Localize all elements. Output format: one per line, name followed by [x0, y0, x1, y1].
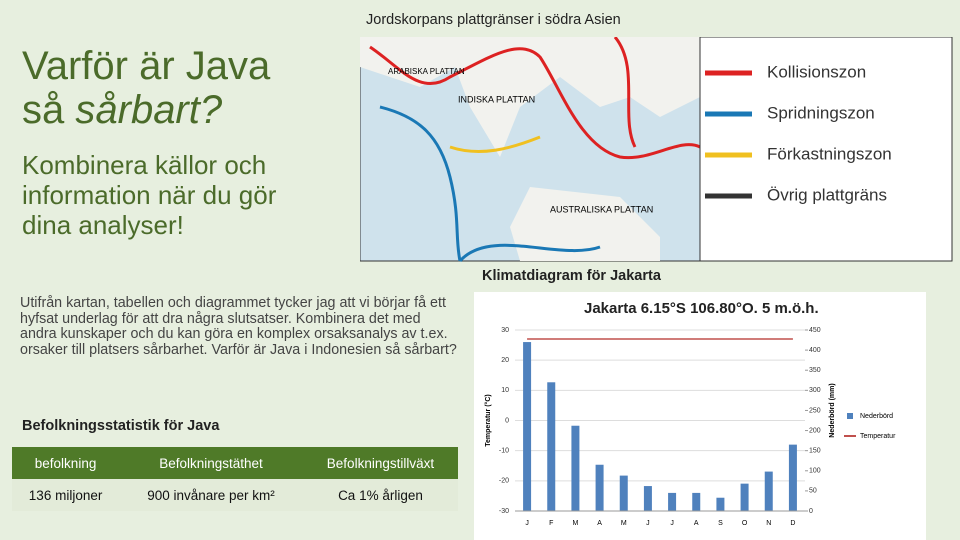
cell: 136 miljoner	[12, 479, 120, 511]
x-tick-label: A	[597, 520, 602, 527]
y-tick-label: 10	[501, 387, 509, 394]
table-header: befolkning Befolkningstäthet Befolknings…	[12, 447, 458, 479]
x-tick-label: M	[572, 520, 578, 527]
y-tick-label: 0	[505, 417, 509, 424]
x-tick-label: A	[694, 520, 699, 527]
y-tick-label: 20	[501, 357, 509, 364]
bar	[571, 425, 580, 511]
y2-tick-label: 100	[809, 468, 821, 475]
bar	[595, 464, 604, 511]
header-cell: Befolkningstillväxt	[302, 447, 458, 479]
bar	[619, 475, 628, 511]
bar	[716, 497, 725, 511]
map-land	[360, 37, 700, 157]
boundary	[458, 243, 601, 262]
x-tick-label: M	[621, 520, 627, 527]
legend-label: Spridningszon	[767, 103, 875, 122]
header-cell: befolkning	[12, 447, 120, 479]
y2-tick-label: 0	[809, 508, 813, 515]
bar	[788, 444, 797, 511]
y-tick-label: 30	[501, 327, 509, 334]
y2-tick-label: 50	[809, 488, 817, 495]
map: ARABISKA PLATTAN INDISKA PLATTAN AUSTRAL…	[360, 37, 953, 262]
y2-tick-label: 300	[809, 387, 821, 394]
legend-label: Temperatur	[860, 433, 896, 440]
x-tick-label: F	[549, 520, 553, 527]
x-tick-label: O	[742, 520, 748, 527]
bar	[764, 471, 773, 511]
boundary	[379, 105, 462, 262]
table: befolkning Befolkningstäthet Befolknings…	[12, 447, 458, 511]
y2-tick-label: 250	[809, 407, 821, 414]
cell: Ca 1% årligen	[302, 479, 458, 511]
subtitle: Kombinera källor och information när du …	[22, 150, 277, 240]
y2-tick-label: 450	[809, 327, 821, 334]
x-tick-label: J	[646, 520, 650, 527]
map-label: ARABISKA PLATTAN	[388, 67, 465, 76]
bar	[523, 342, 532, 511]
chart-caption: Klimatdiagram för Jakarta	[482, 268, 661, 284]
boundary	[449, 135, 541, 154]
bar	[740, 483, 749, 511]
table-heading: Befolkningsstatistik för Java	[22, 418, 220, 434]
paragraph: Utifrån kartan, tabellen och diagrammet …	[20, 295, 457, 358]
legend-label: Kollisionszon	[767, 62, 866, 81]
y2-axis-label: Nederbörd (mm)	[829, 383, 836, 437]
bar	[692, 492, 701, 511]
legend-swatch	[847, 413, 853, 419]
y2-tick-label: 200	[809, 427, 821, 434]
slide-title: Varför är Java så sårbart?	[22, 44, 270, 132]
title-line: så	[22, 88, 65, 132]
title-italic: sårbart?	[75, 88, 223, 132]
x-tick-label: S	[718, 520, 723, 527]
x-tick-label: D	[790, 520, 795, 527]
map-label: AUSTRALISKA PLATTAN	[550, 204, 653, 214]
x-tick-label: J	[525, 520, 529, 527]
legend-label: Nederbörd	[860, 413, 893, 420]
boundary	[613, 37, 637, 148]
y2-tick-label: 400	[809, 347, 821, 354]
y-tick-label: -10	[499, 448, 509, 455]
cell: 900 invånare per km²	[119, 479, 303, 511]
y-tick-label: -20	[499, 478, 509, 485]
chart-title: Jakarta 6.15°S 106.80°O. 5 m.ö.h.	[584, 300, 819, 317]
legend-label: Övrig plattgräns	[767, 185, 887, 204]
table-row: 136 miljoner 900 invånare per km² Ca 1% …	[12, 479, 458, 511]
chart: Jakarta 6.15°S 106.80°O. 5 m.ö.h. 30 20 10…	[474, 292, 926, 540]
header-cell: Befolkningstäthet	[119, 447, 303, 479]
map-label: INDISKA PLATTAN	[458, 94, 535, 104]
map-caption: Jordskorpans plattgränser i södra Asien	[366, 12, 621, 28]
x-tick-label: J	[670, 520, 674, 527]
boundary	[369, 45, 701, 160]
bar	[547, 382, 556, 511]
bar	[643, 486, 652, 511]
y2-tick-label: 350	[809, 367, 821, 374]
bar	[668, 492, 677, 511]
legend-label: Förkastningszon	[767, 144, 892, 163]
y2-tick-label: 150	[809, 448, 821, 455]
map-land	[510, 187, 660, 261]
y-axis-label: Temperatur (°C)	[484, 394, 492, 446]
y-tick-label: -30	[499, 508, 509, 515]
title-line: Varför är Java	[22, 44, 271, 88]
x-tick-label: N	[766, 520, 771, 527]
